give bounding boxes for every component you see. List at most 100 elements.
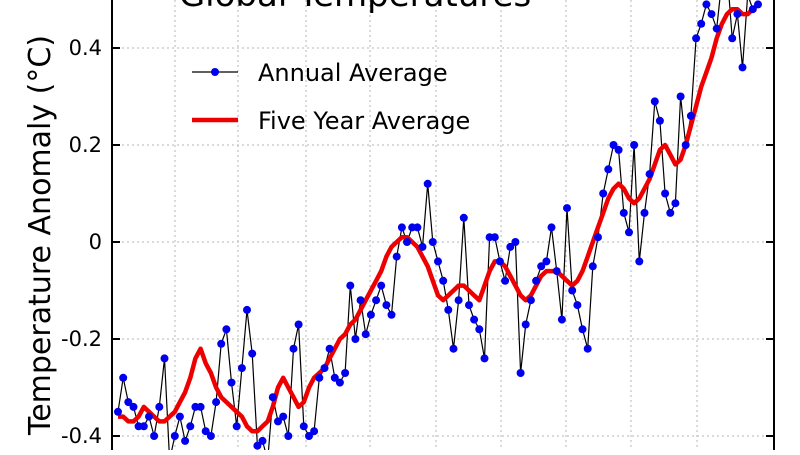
annual-average-point [186, 422, 195, 431]
annual-average-point [449, 344, 458, 353]
annual-average-point [346, 281, 355, 290]
annual-average-point [253, 441, 262, 450]
annual-average-point [619, 208, 628, 217]
annual-average-point [382, 301, 391, 310]
annual-average-point [325, 344, 334, 353]
annual-average-point [501, 276, 510, 285]
annual-average-point [155, 402, 164, 411]
annual-average-point [511, 238, 520, 246]
legend: Annual Average Five Year Average [192, 59, 470, 135]
annual-average-point [392, 252, 401, 261]
annual-average-point [599, 189, 608, 198]
annual-average-point [614, 145, 623, 154]
labels: -0.4 -0.2 0 0.2 0.4 Temperature Anomaly (°C) G… [23, 0, 531, 448]
annual-average-point [588, 262, 597, 271]
annual-average-point [330, 373, 339, 382]
annual-average-point [578, 325, 587, 334]
annual-average-point [506, 242, 515, 251]
annual-average-point [707, 10, 716, 19]
annual-average-point [175, 412, 184, 421]
annual-average-point [227, 378, 236, 387]
annual-average-point [495, 257, 504, 266]
annual-average-point [418, 242, 427, 251]
annual-average-point [609, 141, 618, 149]
annual-average-point [212, 398, 221, 407]
annual-average-point [201, 427, 210, 436]
annual-average-point [470, 315, 479, 324]
annual-average-point [217, 339, 226, 348]
annual-average-point [439, 276, 448, 285]
annual-average-point [377, 281, 386, 290]
annual-average-point [552, 267, 561, 276]
legend-annual-marker [211, 68, 219, 76]
annual-average-point [434, 257, 442, 266]
annual-average-point [397, 223, 406, 232]
annual-average-point [692, 34, 701, 43]
annual-average-point [139, 422, 148, 431]
annual-average-point [387, 310, 396, 319]
annual-average-point [129, 402, 138, 411]
annual-average-point [150, 432, 159, 440]
annual-average-point [537, 262, 546, 271]
annual-average-point [222, 325, 231, 334]
annual-average-point [305, 432, 313, 440]
annual-average-point [465, 301, 473, 310]
annual-average-point [521, 320, 530, 329]
annual-average-point [480, 354, 489, 363]
y-tick-label: 0.2 [69, 133, 102, 157]
annual-average-point [279, 412, 288, 421]
annual-average-point [573, 301, 582, 310]
annual-average-point [594, 233, 602, 242]
annual-average-point [655, 116, 664, 125]
annual-average-point [650, 97, 659, 106]
annual-average-point [532, 276, 541, 285]
y-tick-label: 0 [89, 230, 102, 254]
y-tick-label: -0.2 [61, 327, 102, 351]
annual-average-point [145, 412, 153, 421]
annual-average-point [738, 63, 747, 72]
annual-average-point [413, 223, 422, 232]
annual-average-point [341, 369, 350, 377]
annual-average-point [516, 369, 525, 377]
annual-average-point [547, 223, 556, 232]
annual-average-point [583, 344, 592, 353]
annual-average-point [748, 5, 757, 14]
annual-average-point [356, 296, 365, 305]
annual-average-point [557, 315, 566, 324]
annual-average-point [284, 432, 293, 440]
annual-average-point [712, 24, 721, 33]
annual-average-point [366, 310, 375, 319]
legend-five-year-label: Five Year Average [258, 107, 470, 135]
annual-average-point [526, 296, 535, 305]
annual-average-point [258, 436, 267, 445]
annual-average-point [661, 189, 670, 198]
annual-average-point [114, 407, 122, 416]
annual-average-point [315, 373, 324, 382]
annual-average-point [294, 320, 303, 329]
annual-average-point [630, 141, 639, 149]
annual-average-point [243, 305, 251, 314]
annual-average-point [490, 233, 499, 242]
annual-average-point [754, 0, 762, 9]
annual-average-point [124, 398, 133, 407]
y-tick-label: -0.4 [61, 424, 102, 448]
annual-average-point [428, 238, 437, 246]
annual-average-point [635, 257, 644, 266]
annual-average-point [310, 427, 319, 436]
chart-title: Global Temperatures [179, 0, 531, 15]
annual-average-point [372, 296, 381, 305]
annual-average-point [232, 422, 241, 431]
annual-average-point [604, 165, 613, 174]
annual-average-point [475, 325, 484, 334]
annual-average-point [568, 286, 577, 295]
annual-average-point [299, 422, 308, 431]
annual-average-point [563, 204, 571, 213]
legend-annual-label: Annual Average [258, 59, 448, 87]
annual-average-point [248, 349, 257, 358]
series-layer [114, 0, 762, 455]
annual-average-point [119, 373, 128, 382]
annual-average-point [423, 179, 432, 188]
annual-average-point [351, 335, 360, 343]
annual-average-point [542, 257, 551, 266]
annual-average-point [686, 111, 695, 120]
